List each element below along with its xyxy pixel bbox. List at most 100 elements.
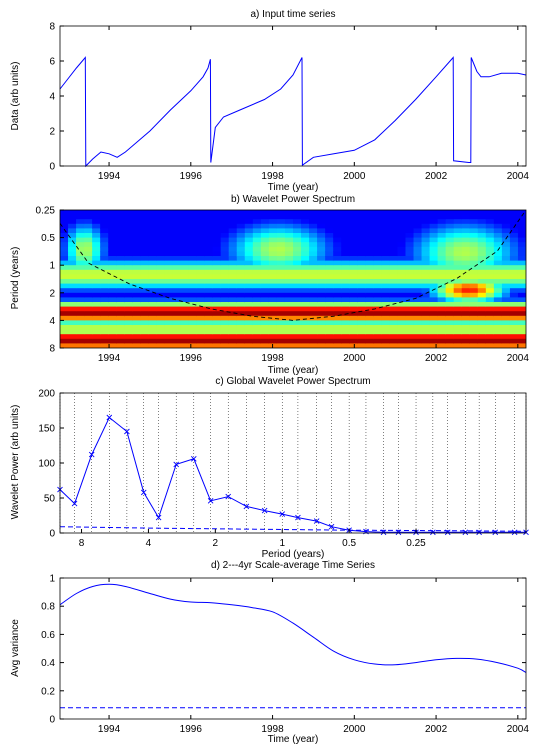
heatmap-cell — [493, 315, 503, 321]
heatmap-cell — [325, 251, 334, 257]
heatmap-cell — [397, 260, 407, 266]
heatmap-cell — [100, 320, 109, 326]
heatmap-cell — [309, 343, 318, 348]
heatmap-cell — [164, 297, 174, 303]
heatmap-cell — [437, 315, 447, 321]
heatmap-cell — [429, 325, 439, 331]
heatmap-cell — [236, 256, 246, 262]
heatmap-cell — [477, 237, 487, 243]
heatmap-cell — [501, 288, 511, 294]
heatmap-cell — [180, 265, 190, 271]
heatmap-cell — [333, 311, 342, 317]
heatmap-cell — [92, 297, 101, 303]
heatmap-cell — [293, 338, 302, 344]
panel-a-ylabel: Data (arb units) — [10, 62, 21, 131]
heatmap-cell — [212, 223, 222, 229]
heatmap-cell — [325, 306, 334, 312]
heatmap-cell — [164, 334, 174, 340]
heatmap-cell — [485, 233, 495, 239]
heatmap-cell — [60, 325, 69, 331]
heatmap-cell — [357, 233, 366, 239]
heatmap-cell — [437, 343, 447, 348]
heatmap-cell — [453, 233, 463, 239]
heatmap-cell — [220, 338, 230, 344]
heatmap-cell — [309, 256, 318, 262]
heatmap-cell — [445, 325, 455, 331]
heatmap-cell — [132, 214, 141, 220]
heatmap-cell — [156, 269, 166, 275]
heatmap-cell — [284, 325, 294, 331]
heatmap-cell — [76, 233, 85, 239]
heatmap-cell — [84, 210, 93, 216]
heatmap-cell — [164, 315, 174, 321]
heatmap-cell — [421, 210, 431, 216]
panel-d-xtick-label: 1996 — [180, 724, 203, 735]
heatmap-cell — [493, 233, 503, 239]
heatmap-cell — [84, 338, 93, 344]
heatmap-cell — [116, 334, 125, 340]
heatmap-cell — [453, 274, 463, 280]
heatmap-cell — [180, 214, 190, 220]
heatmap-cell — [276, 320, 286, 326]
heatmap-cell — [164, 251, 174, 257]
heatmap-cell — [68, 320, 77, 326]
heatmap-cell — [220, 306, 230, 312]
heatmap-cell — [405, 329, 415, 335]
heatmap-cell — [493, 329, 503, 335]
heatmap-cell — [373, 283, 382, 289]
heatmap-cell — [92, 269, 101, 275]
heatmap-cell — [268, 320, 278, 326]
heatmap-cell — [421, 288, 431, 294]
heatmap-cell — [260, 256, 270, 262]
heatmap-cell — [220, 260, 230, 266]
panel-b-title: b) Wavelet Power Spectrum — [231, 194, 355, 205]
heatmap-cell — [116, 325, 125, 331]
heatmap-cell — [156, 237, 166, 243]
heatmap-cell — [188, 338, 198, 344]
heatmap-cell — [469, 320, 479, 326]
heatmap-cell — [301, 251, 310, 257]
heatmap-cell — [164, 279, 174, 285]
heatmap-cell — [68, 223, 77, 229]
heatmap-cell — [365, 334, 374, 340]
heatmap-cell — [212, 214, 222, 220]
heatmap-cell — [333, 269, 342, 275]
heatmap-cell — [405, 246, 415, 252]
heatmap-cell — [477, 233, 487, 239]
heatmap-cell — [301, 242, 310, 248]
heatmap-cell — [293, 223, 302, 229]
heatmap-cell — [333, 246, 342, 252]
heatmap-cell — [180, 297, 190, 303]
heatmap-cell — [92, 233, 101, 239]
heatmap-cell — [252, 228, 262, 234]
heatmap-cell — [485, 315, 495, 321]
heatmap-cell — [164, 269, 174, 275]
heatmap-cell — [309, 269, 318, 275]
heatmap-cell — [132, 297, 141, 303]
heatmap-cell — [477, 260, 487, 266]
heatmap-cell — [116, 297, 125, 303]
heatmap-cell — [164, 274, 174, 280]
heatmap-cell — [276, 223, 286, 229]
heatmap-cell — [349, 302, 358, 308]
heatmap-cell — [501, 242, 511, 248]
heatmap-cell — [389, 311, 399, 317]
heatmap-cell — [84, 260, 93, 266]
heatmap-cell — [309, 251, 318, 257]
heatmap-cell — [260, 292, 270, 298]
heatmap-cell — [92, 315, 101, 321]
heatmap-cell — [124, 325, 133, 331]
heatmap-cell — [413, 274, 423, 280]
heatmap-cell — [293, 279, 302, 285]
heatmap-cell — [501, 228, 511, 234]
heatmap-cell — [333, 242, 342, 248]
heatmap-cell — [284, 260, 294, 266]
heatmap-cell — [493, 242, 503, 248]
heatmap-cell — [517, 246, 526, 252]
panel-b: b) Wavelet Power Spectrum Time (year) Pe… — [10, 194, 529, 376]
heatmap-cell — [244, 251, 254, 257]
heatmap-cell — [301, 311, 310, 317]
heatmap-cell — [477, 338, 487, 344]
heatmap-cell — [517, 292, 526, 298]
heatmap-cell — [421, 343, 431, 348]
